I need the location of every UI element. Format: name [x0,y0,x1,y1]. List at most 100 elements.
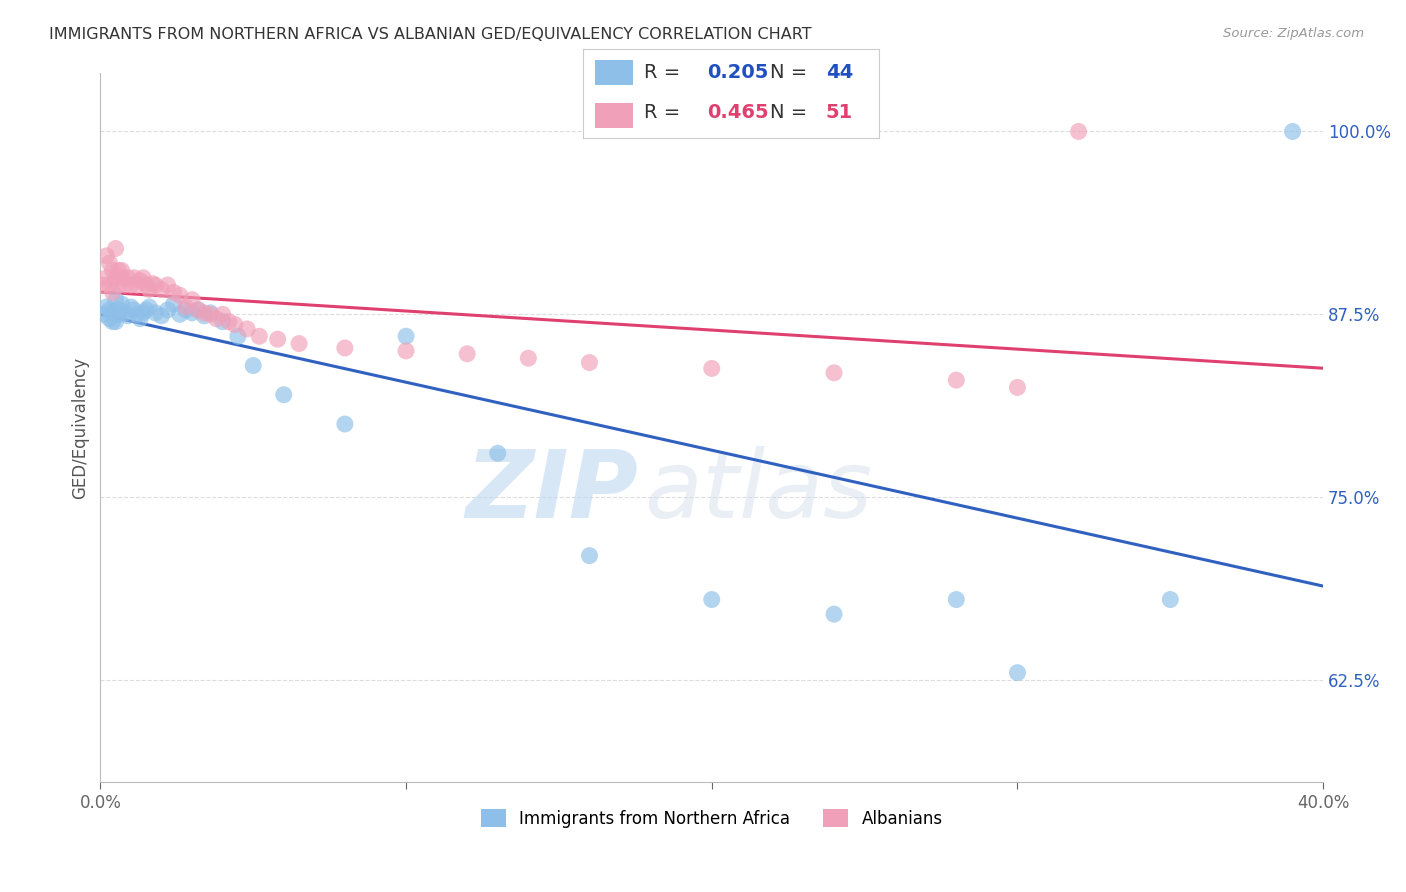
Point [211,315,233,329]
Point [169,288,191,302]
Point [93,278,115,293]
Text: 51: 51 [825,103,853,122]
Point [578,355,600,369]
Point [125,278,148,293]
Point [181,293,204,307]
Point [135,278,157,293]
Point [138,282,160,296]
Point [132,270,155,285]
Point [395,329,418,343]
Point [1007,665,1029,680]
Point [150,282,173,296]
Text: R =: R = [644,63,686,82]
Point [163,297,186,311]
Point [125,307,148,321]
Text: IMMIGRANTS FROM NORTHERN AFRICA VS ALBANIAN GED/EQUIVALENCY CORRELATION CHART: IMMIGRANTS FROM NORTHERN AFRICA VS ALBAN… [49,27,811,42]
Text: atlas: atlas [644,446,873,537]
Point [945,592,967,607]
Point [224,318,246,332]
Point [98,256,121,270]
Point [117,309,139,323]
Point [174,302,197,317]
Point [93,307,115,321]
Point [333,417,356,431]
Point [193,306,215,320]
Point [700,361,723,376]
Point [120,300,142,314]
Point [193,309,215,323]
Point [169,307,191,321]
Point [129,311,152,326]
Text: R =: R = [644,103,686,122]
Text: ZIP: ZIP [465,445,638,538]
Point [200,306,222,320]
Point [163,285,186,300]
Point [1159,592,1181,607]
Point [96,249,118,263]
Text: 0.465: 0.465 [707,103,769,122]
Point [96,300,118,314]
Point [104,293,127,307]
Point [288,336,311,351]
Legend: Immigrants from Northern Africa, Albanians: Immigrants from Northern Africa, Albania… [474,803,949,834]
Point [486,446,509,460]
Y-axis label: GED/Equivalency: GED/Equivalency [72,357,89,499]
Point [456,347,478,361]
Text: Source: ZipAtlas.com: Source: ZipAtlas.com [1223,27,1364,40]
Point [101,306,124,320]
Point [135,302,157,317]
Point [111,263,134,277]
Point [945,373,967,387]
Point [141,277,163,291]
Point [96,270,118,285]
Point [101,315,124,329]
Point [122,270,145,285]
Bar [595,103,633,128]
Point [1067,124,1090,138]
Point [132,306,155,320]
Point [114,306,136,320]
Text: N =: N = [769,103,813,122]
Point [187,302,209,317]
Point [150,309,173,323]
Point [120,278,142,293]
Point [107,278,129,293]
Point [823,607,845,622]
Point [200,307,222,321]
Point [205,311,228,326]
Point [156,278,179,293]
Point [578,549,600,563]
Point [266,332,288,346]
Point [107,263,129,277]
Point [98,311,121,326]
Point [104,242,127,256]
Text: 0.205: 0.205 [707,63,769,82]
Text: N =: N = [769,63,813,82]
Point [517,351,540,366]
Point [273,388,295,402]
Point [156,302,179,317]
Point [211,307,233,321]
Point [218,315,240,329]
Point [145,278,167,293]
Point [104,270,127,285]
Point [111,297,134,311]
Text: 44: 44 [825,63,853,82]
Bar [595,60,633,85]
Point [395,343,418,358]
Point [107,302,129,317]
Point [111,270,134,285]
Point [104,315,127,329]
Point [823,366,845,380]
Point [129,274,152,288]
Point [1281,124,1303,138]
Point [101,285,124,300]
Point [174,300,197,314]
Point [181,306,204,320]
Point [1007,380,1029,394]
Point [114,278,136,293]
Point [98,302,121,317]
Point [247,329,270,343]
Point [107,307,129,321]
Point [242,359,264,373]
